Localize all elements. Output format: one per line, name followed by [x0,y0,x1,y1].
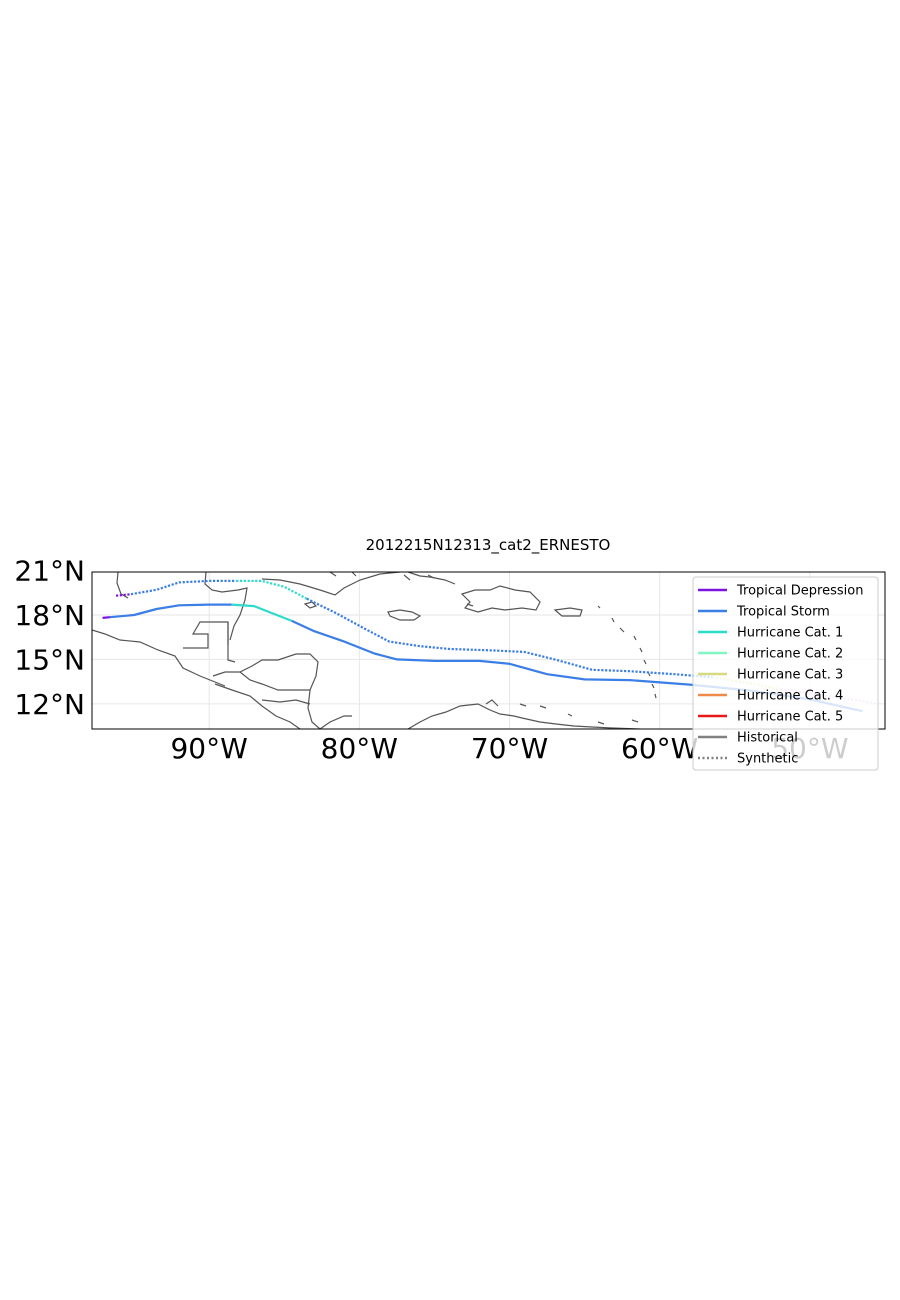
coastline-jamaica [387,609,422,621]
legend: Tropical Depression Tropical Storm Hurrica… [692,576,879,771]
border-nicaragua [261,699,311,705]
legend-label: Hurricane Cat. 3 [737,668,843,683]
coastline-guajira [485,699,499,707]
legend-label: Hurricane Cat. 4 [737,689,843,704]
synthetic-track-segment [306,597,713,679]
legend-label: Tropical Depression [736,584,863,599]
islands-bahamas [329,572,474,607]
legend-label: Hurricane Cat. 5 [737,710,843,725]
legend-label: Hurricane Cat. 2 [737,647,843,662]
historical-track-segment [231,603,293,622]
legend-label: Hurricane Cat. 1 [737,626,843,641]
historical-track-segment [109,603,232,619]
synthetic-track-segment [115,593,132,597]
y-tick-label: 21°N [14,555,85,588]
coastline-panama [319,715,352,729]
x-tick-label: 60°W [621,732,698,765]
coastline-mexico [92,629,226,687]
coastline-pacific-ca [214,683,301,729]
y-tick-label: 12°N [14,688,85,721]
synthetic-track-segment [130,579,237,596]
y-tick-label: 15°N [14,643,85,676]
legend-box [692,576,879,771]
x-tick-label: 70°W [471,732,548,765]
legend-label: Historical [737,731,798,746]
islands-lesser-antilles [597,605,657,699]
coastline-cuba [261,572,401,596]
border-honduras [239,671,310,691]
legend-label: Tropical Storm [736,605,830,620]
historical-track-segment [102,616,111,619]
coastline-hispaniola [460,585,541,613]
coastline-cuba-east [407,572,456,585]
chart-title: 2012215N12313_cat2_ERNESTO [365,536,611,554]
border-guatemala [183,621,236,663]
coastline-south-america [407,703,641,729]
islands-abc [519,703,639,725]
coastline-veracruz [116,572,129,599]
x-tick-label: 80°W [321,732,398,765]
island-isle-of-youth [303,601,318,609]
x-tick-label: 90°W [170,732,247,765]
legend-label: Synthetic [737,752,798,767]
y-tick-labels: 12°N 15°N 18°N 21°N [14,555,85,721]
coastline-central-america [212,653,321,729]
coastlines [92,572,657,729]
coastline-yucatan [204,572,248,641]
y-tick-label: 18°N [14,599,85,632]
synthetic-track-segment [236,579,308,600]
plot-frame [91,571,886,730]
coastline-puerto-rico [553,607,583,617]
